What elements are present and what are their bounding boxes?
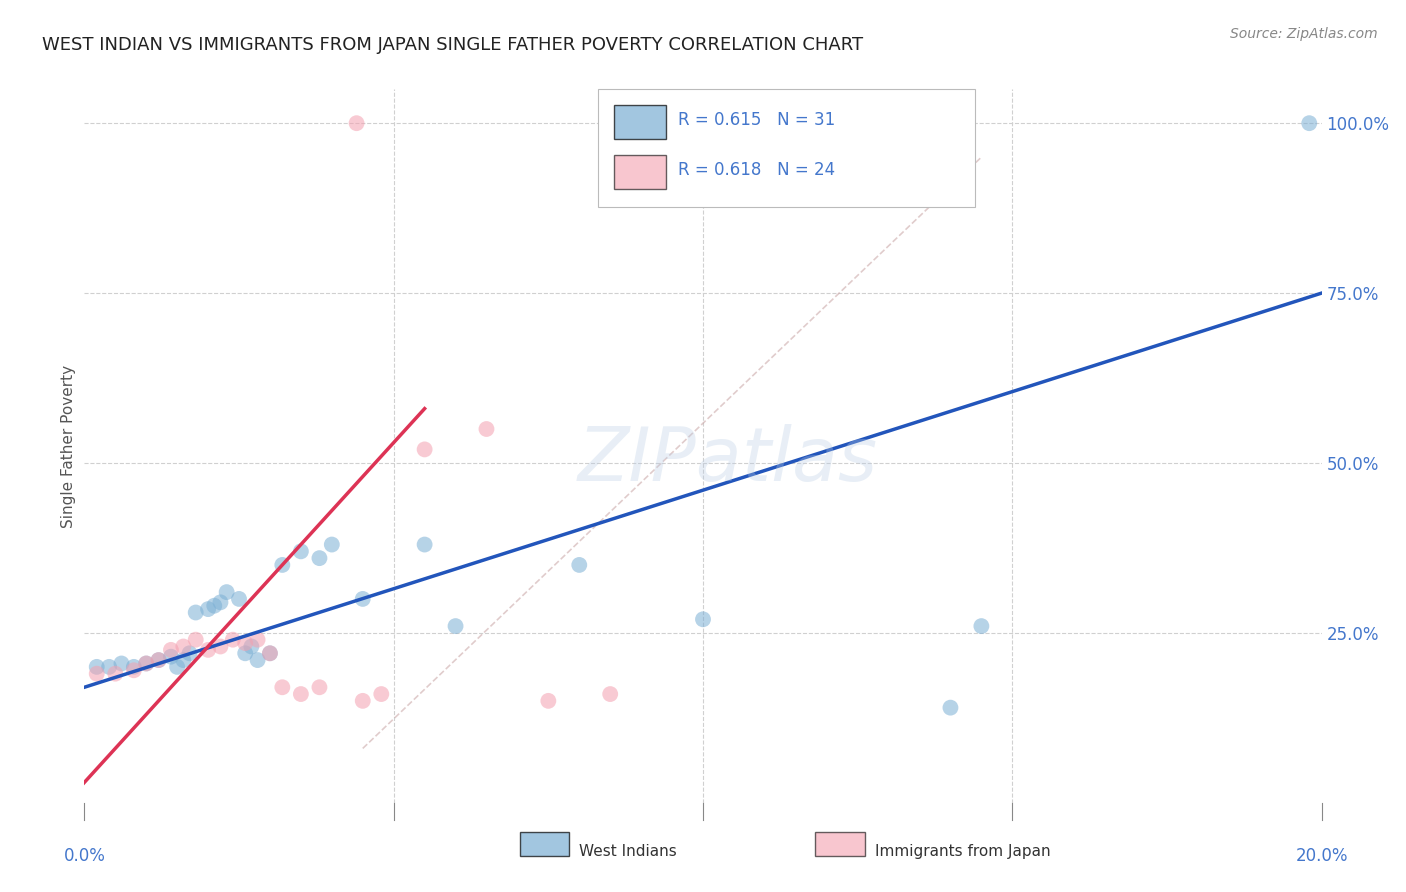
Point [160, 649, 183, 664]
Text: WEST INDIAN VS IMMIGRANTS FROM JAPAN SINGLE FATHER POVERTY CORRELATION CHART: WEST INDIAN VS IMMIGRANTS FROM JAPAN SIN… [42, 36, 863, 54]
Text: Source: ZipAtlas.com: Source: ZipAtlas.com [1230, 27, 1378, 41]
Point [692, 612, 714, 626]
Point [413, 442, 436, 457]
Point [233, 636, 256, 650]
Point [346, 116, 368, 130]
Point [209, 595, 232, 609]
Point [970, 619, 993, 633]
Y-axis label: Single Father Poverty: Single Father Poverty [60, 365, 76, 527]
Point [413, 537, 436, 551]
Point [271, 680, 294, 694]
Point [197, 602, 219, 616]
Point [184, 632, 207, 647]
Point [122, 660, 145, 674]
Point [222, 632, 245, 647]
Point [259, 646, 281, 660]
Text: R = 0.615   N = 31: R = 0.615 N = 31 [678, 111, 835, 128]
Text: ZIPatlas: ZIPatlas [578, 425, 877, 496]
Point [148, 653, 170, 667]
Point [321, 537, 343, 551]
FancyBboxPatch shape [614, 155, 666, 189]
Point [246, 653, 269, 667]
Point [209, 640, 232, 654]
Text: Immigrants from Japan: Immigrants from Japan [875, 845, 1050, 859]
Point [537, 694, 560, 708]
FancyBboxPatch shape [614, 105, 666, 139]
Point [228, 591, 250, 606]
Point [215, 585, 238, 599]
Point [568, 558, 591, 572]
Point [1298, 116, 1320, 130]
Point [233, 646, 256, 660]
Text: R = 0.618   N = 24: R = 0.618 N = 24 [678, 161, 835, 178]
Point [86, 666, 108, 681]
Point [148, 653, 170, 667]
Point [197, 643, 219, 657]
Point [122, 663, 145, 677]
Point [172, 640, 194, 654]
Point [179, 646, 201, 660]
Text: 0.0%: 0.0% [63, 847, 105, 865]
Point [135, 657, 157, 671]
Point [352, 694, 374, 708]
Text: West Indians: West Indians [579, 845, 678, 859]
Point [475, 422, 498, 436]
Point [308, 551, 330, 566]
FancyBboxPatch shape [598, 89, 976, 207]
Point [444, 619, 467, 633]
Point [172, 653, 194, 667]
Point [240, 640, 263, 654]
Point [370, 687, 392, 701]
Point [184, 606, 207, 620]
Point [599, 687, 621, 701]
Point [246, 632, 269, 647]
Point [308, 680, 330, 694]
Point [290, 687, 312, 701]
Point [160, 643, 183, 657]
Point [104, 666, 127, 681]
Point [135, 657, 157, 671]
Point [290, 544, 312, 558]
Point [166, 660, 188, 674]
Text: 20.0%: 20.0% [1295, 847, 1348, 865]
Point [271, 558, 294, 572]
Point [352, 591, 374, 606]
Point [110, 657, 132, 671]
Point [202, 599, 225, 613]
Point [98, 660, 121, 674]
Point [939, 700, 962, 714]
Point [259, 646, 281, 660]
Point [86, 660, 108, 674]
